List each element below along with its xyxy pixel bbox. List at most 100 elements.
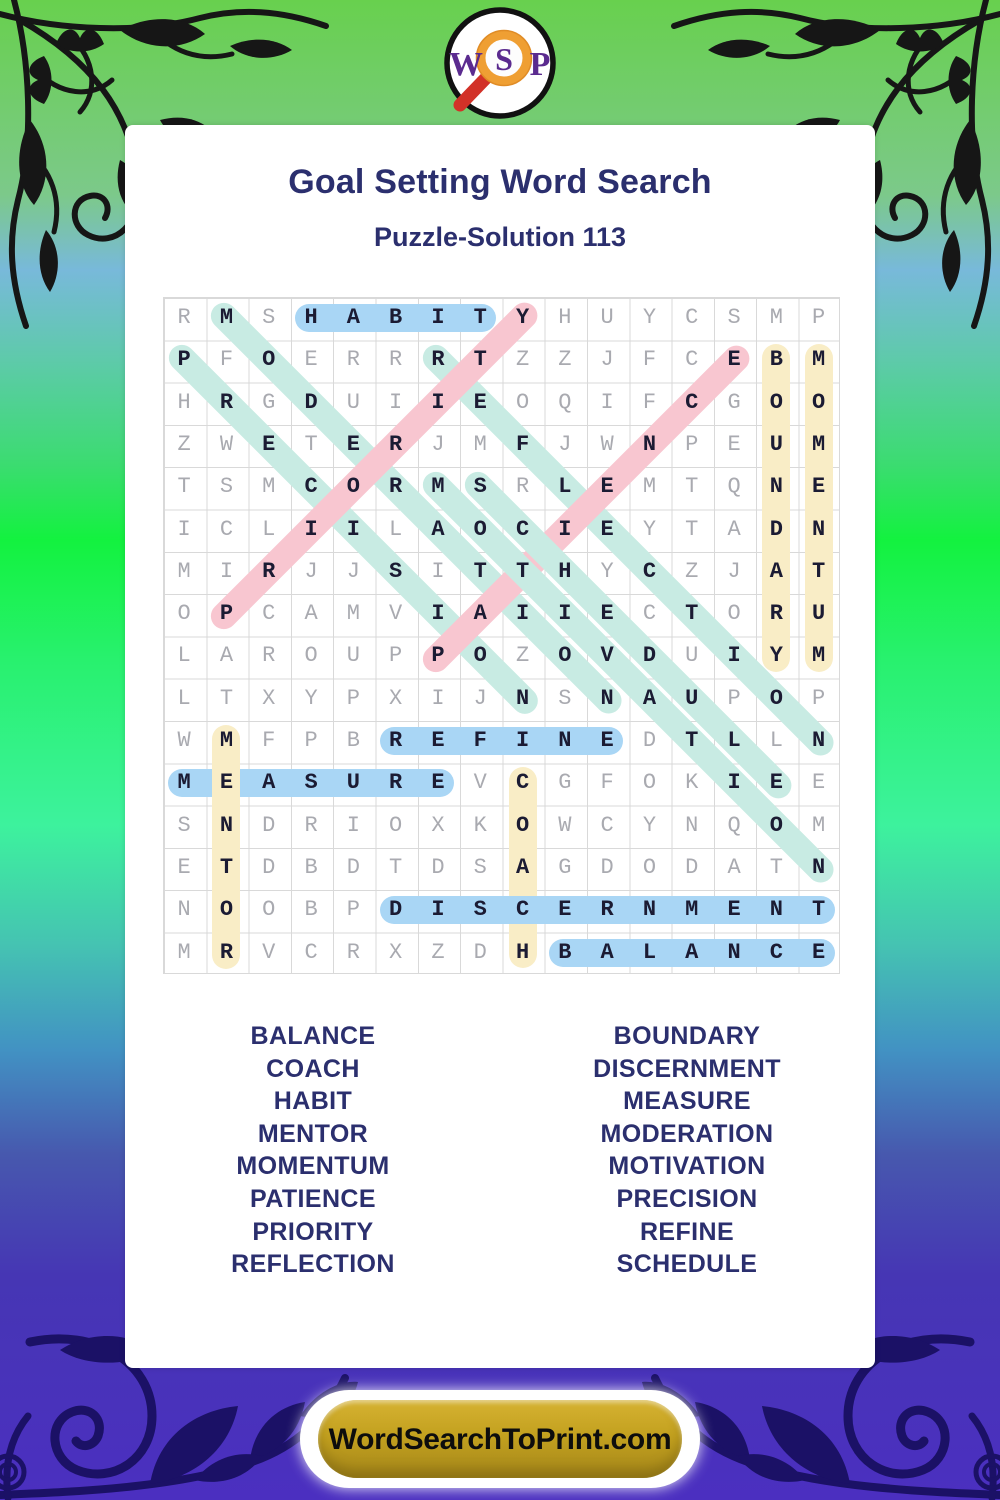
grid-letter: P bbox=[727, 685, 741, 711]
grid-letter: R bbox=[219, 389, 234, 415]
word-list-item: MODERATION bbox=[600, 1119, 774, 1148]
grid-letter: C bbox=[600, 812, 614, 838]
logo-letter-s: S bbox=[495, 41, 513, 77]
grid-letter: T bbox=[219, 685, 234, 711]
grid-letter: A bbox=[473, 601, 487, 627]
grid-letter: Y bbox=[515, 305, 530, 330]
grid-letter: S bbox=[177, 812, 191, 838]
grid-letter: D bbox=[431, 854, 445, 880]
word-list-item: MOMENTUM bbox=[236, 1152, 390, 1181]
grid-letter: G bbox=[727, 389, 741, 415]
grid-letter: C bbox=[642, 601, 657, 627]
grid-letter: T bbox=[389, 854, 403, 880]
grid-letter: J bbox=[431, 431, 445, 457]
grid-letter: M bbox=[473, 431, 487, 457]
grid-letter: R bbox=[769, 601, 783, 627]
grid-letter: M bbox=[812, 347, 826, 373]
grid-letter: U bbox=[346, 770, 360, 796]
grid-letter: C bbox=[262, 601, 276, 627]
grid-letter: T bbox=[473, 558, 487, 584]
grid-letter: P bbox=[812, 305, 826, 330]
grid-letter: F bbox=[473, 728, 487, 753]
grid-letter: U bbox=[346, 389, 360, 415]
grid-letter: M bbox=[177, 939, 191, 965]
grid-letter: C bbox=[685, 347, 699, 373]
grid-letter: I bbox=[558, 601, 572, 627]
grid-letter: R bbox=[262, 558, 276, 584]
grid-letter: Z bbox=[431, 939, 445, 965]
grid-letter: R bbox=[389, 347, 403, 373]
grid-letter: R bbox=[219, 939, 234, 965]
grid-letter: W bbox=[219, 431, 234, 457]
grid-letter: K bbox=[685, 770, 699, 796]
grid-letter: N bbox=[642, 431, 657, 457]
grid-letter: E bbox=[769, 770, 783, 796]
grid-letter: T bbox=[685, 516, 699, 542]
grid-letter: J bbox=[727, 558, 741, 584]
grid-letter: D bbox=[262, 812, 276, 838]
grid-letter: R bbox=[389, 728, 403, 753]
grid-letter: C bbox=[515, 516, 530, 542]
grid-letter: N bbox=[558, 728, 572, 753]
grid-letter: D bbox=[262, 854, 276, 880]
grid-letter: O bbox=[812, 389, 826, 415]
wsp-logo: W S P bbox=[444, 7, 556, 119]
grid-letter: H bbox=[515, 939, 530, 965]
grid-letter: V bbox=[389, 601, 403, 627]
grid-letter: S bbox=[558, 685, 572, 711]
grid-letter: T bbox=[177, 474, 191, 500]
grid-letter: J bbox=[346, 558, 360, 584]
grid-letter: E bbox=[812, 474, 826, 500]
grid-letter: L bbox=[177, 685, 191, 711]
grid-letter: P bbox=[812, 685, 826, 711]
grid-letter: I bbox=[177, 516, 191, 542]
grid-letter: L bbox=[177, 643, 191, 669]
grid-letter: O bbox=[769, 812, 783, 838]
grid-letter: O bbox=[473, 516, 487, 542]
grid-letter: I bbox=[515, 728, 530, 753]
grid-letter: N bbox=[515, 685, 530, 711]
website-button[interactable]: WordSearchToPrint.com bbox=[318, 1400, 682, 1478]
grid-letter: J bbox=[473, 685, 487, 711]
word-list-item: BALANCE bbox=[250, 1022, 376, 1050]
grid-letter: R bbox=[389, 431, 403, 457]
grid-letter: I bbox=[600, 389, 614, 415]
grid-letter: Z bbox=[558, 347, 572, 373]
magnifier-ring-edge bbox=[475, 29, 533, 87]
grid-letter: R bbox=[515, 474, 530, 500]
grid-letter: D bbox=[685, 854, 699, 880]
grid-letter: A bbox=[727, 516, 741, 542]
grid-letter: O bbox=[346, 474, 360, 500]
grid-letter: U bbox=[685, 685, 699, 711]
grid-letter: Y bbox=[642, 305, 657, 330]
grid-letter: B bbox=[346, 728, 360, 753]
grid-letter: L bbox=[727, 728, 741, 753]
grid-letter: N bbox=[600, 685, 614, 711]
grid-letter: M bbox=[262, 474, 276, 500]
grid-letter: Q bbox=[727, 474, 741, 500]
grid-letter: R bbox=[389, 770, 403, 796]
grid-letter: F bbox=[642, 347, 657, 373]
grid-letter: M bbox=[346, 601, 360, 627]
word-list-item: BOUNDARY bbox=[613, 1022, 761, 1050]
grid-letter: O bbox=[262, 897, 276, 923]
grid-letter: D bbox=[473, 939, 487, 965]
grid-letter: M bbox=[685, 897, 699, 923]
grid-letter: C bbox=[642, 558, 657, 584]
grid-letter: X bbox=[262, 685, 276, 711]
grid-letter: E bbox=[812, 939, 826, 965]
grid-letter: P bbox=[431, 643, 445, 669]
word-list-left: BALANCE COACH HABIT MENTOR MOMENTUM PATIENCE P… bbox=[163, 1020, 463, 1281]
grid-letter: I bbox=[346, 516, 360, 542]
grid-letter: A bbox=[262, 770, 276, 796]
grid-letter: Y bbox=[642, 812, 657, 838]
grid-letter: E bbox=[219, 770, 234, 796]
grid-letter: G bbox=[558, 770, 572, 796]
grid-letter: T bbox=[473, 305, 487, 330]
grid-letter: A bbox=[685, 939, 699, 965]
grid-letter: O bbox=[304, 643, 318, 669]
grid-letter: Y bbox=[600, 558, 614, 584]
grid-letter: T bbox=[769, 854, 783, 880]
word-list-item: PATIENCE bbox=[250, 1184, 376, 1213]
